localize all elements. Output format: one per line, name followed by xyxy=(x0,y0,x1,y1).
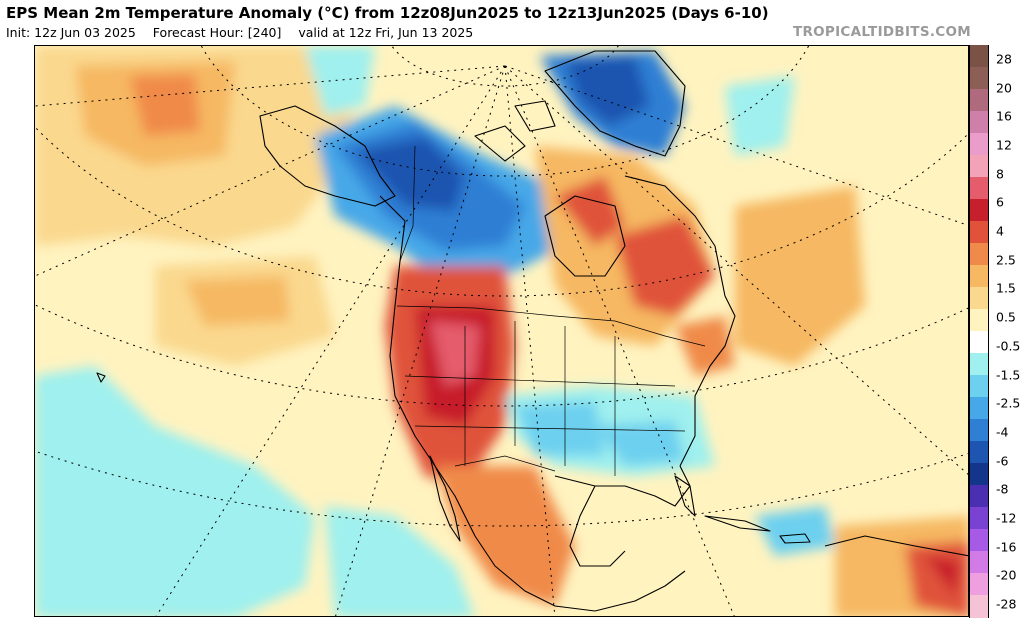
colorbar-tick-label: -8 xyxy=(996,481,1009,497)
site-watermark: TROPICALTIDBITS.COM xyxy=(792,24,971,40)
colorbar-tick-label: 1.5 xyxy=(996,280,1016,296)
colorbar-swatch xyxy=(969,89,989,112)
colorbar-swatch xyxy=(969,243,989,266)
map-title: EPS Mean 2m Temperature Anomaly (°C) fro… xyxy=(6,4,769,22)
colorbar-swatch xyxy=(969,155,989,178)
colorbar-tick-label: -1.5 xyxy=(996,367,1021,383)
colorbar-swatch xyxy=(969,419,989,442)
colorbar-swatch xyxy=(969,485,989,508)
colorbar-tick-label: -4 xyxy=(996,424,1009,440)
colorbar-swatch xyxy=(969,177,989,200)
colorbar-tick-label: 28 xyxy=(996,51,1012,67)
map-canvas xyxy=(35,46,968,616)
forecast-hour: Forecast Hour: [240] xyxy=(152,25,282,40)
colorbar-swatch xyxy=(969,309,989,332)
map-subtitle: Init: 12z Jun 03 2025 Forecast Hour: [24… xyxy=(6,25,486,40)
colorbar-tick-label: 4 xyxy=(996,223,1004,239)
colorbar-swatch xyxy=(969,573,989,596)
colorbar-tick-label: 8 xyxy=(996,166,1004,182)
colorbar-swatch xyxy=(969,67,989,90)
colorbar-tick-label: 16 xyxy=(996,108,1012,124)
colorbar-swatch xyxy=(969,133,989,156)
colorbar-tick-label: 2.5 xyxy=(996,252,1016,268)
colorbar-tick-label: 6 xyxy=(996,194,1004,210)
political-borders xyxy=(396,145,706,476)
colorbar-tick-label: 20 xyxy=(996,80,1012,96)
colorbar-swatch xyxy=(969,507,989,530)
colorbar-legend: 28 20 16 12 8 6 4 2.5 1.5 0.5 -0.5 -1.5 -2.5 -4 -6 -8 -1… xyxy=(969,45,1024,618)
colorbar-tick-label: -12 xyxy=(996,510,1017,526)
colorbar-swatch xyxy=(969,221,989,244)
colorbar-tick-label: -0.5 xyxy=(996,338,1021,354)
colorbar-swatch xyxy=(969,397,989,420)
colorbar-swatch xyxy=(969,353,989,376)
coastlines xyxy=(96,50,968,612)
colorbar-tick-label: 0.5 xyxy=(996,309,1016,325)
anomaly-shading xyxy=(35,46,968,616)
colorbar-swatch xyxy=(969,199,989,222)
colorbar-swatch xyxy=(969,265,989,288)
colorbar-tick-label: -28 xyxy=(996,596,1017,612)
init-time: Init: 12z Jun 03 2025 xyxy=(6,25,136,40)
valid-time: valid at 12z Fri, Jun 13 2025 xyxy=(298,25,474,40)
colorbar-swatch xyxy=(969,111,989,134)
colorbar-tick-label: 12 xyxy=(996,137,1012,153)
colorbar-swatch xyxy=(969,595,989,618)
colorbar-swatch xyxy=(969,463,989,486)
colorbar-swatch xyxy=(969,441,989,464)
colorbar-swatch xyxy=(969,375,989,398)
colorbar-swatch xyxy=(969,45,989,68)
colorbar-swatch xyxy=(969,529,989,552)
colorbar-tick-label: -20 xyxy=(996,567,1017,583)
anomaly-map xyxy=(34,45,969,617)
colorbar-tick-label: -16 xyxy=(996,539,1017,555)
colorbar-swatch xyxy=(969,551,989,574)
colorbar-tick-label: -6 xyxy=(996,453,1009,469)
colorbar-swatch xyxy=(969,287,989,310)
colorbar-tick-label: -2.5 xyxy=(996,395,1021,411)
colorbar-swatch xyxy=(969,331,989,354)
graticule xyxy=(35,46,968,616)
